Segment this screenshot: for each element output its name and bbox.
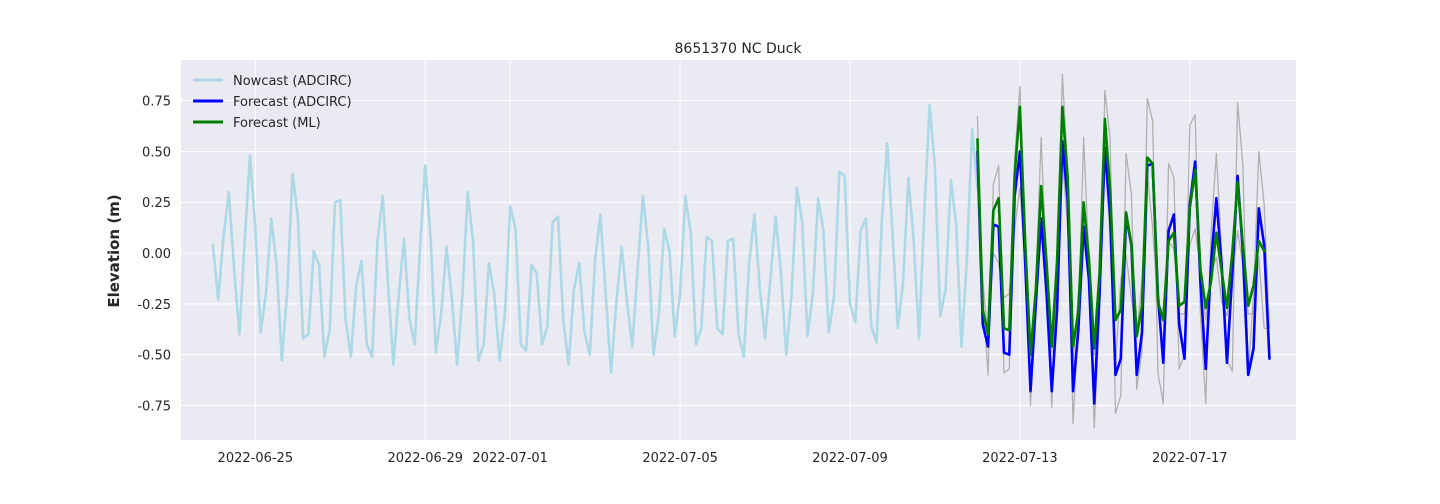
axis-layer: 2022-06-25 2022-06-29 2022-07-01 2022-07-05… xyxy=(137,95,1227,466)
series-line-nowcast-adcirc xyxy=(211,103,979,375)
y-axis-label: Elevation (m) xyxy=(105,194,123,307)
y-tick-label: -0.50 xyxy=(137,349,171,364)
x-tick-label: 2022-06-29 xyxy=(387,451,463,466)
y-tick-label: 0.00 xyxy=(142,247,171,262)
legend-label-nowcast: Nowcast (ADCIRC) xyxy=(233,74,352,89)
x-tick-label: 2022-07-17 xyxy=(1152,451,1228,466)
series-line-forecast-ml xyxy=(976,105,1266,356)
plot-area xyxy=(181,60,1296,440)
legend-label-forecast-adcirc: Forecast (ADCIRC) xyxy=(233,95,352,110)
y-tick-label: 0.25 xyxy=(142,196,171,211)
y-tick-label: 0.75 xyxy=(142,95,171,110)
x-tick-label: 2022-06-25 xyxy=(218,451,294,466)
x-tick-label: 2022-07-13 xyxy=(982,451,1058,466)
x-tick-label: 2022-07-01 xyxy=(472,451,548,466)
y-tick-label: 0.50 xyxy=(142,145,171,160)
legend: Nowcast (ADCIRC) Forecast (ADCIRC) Forec… xyxy=(193,74,352,131)
series-layer xyxy=(211,73,1271,429)
legend-label-forecast-ml: Forecast (ML) xyxy=(233,116,321,131)
y-tick-label: -0.25 xyxy=(137,298,171,313)
y-tick-label: -0.75 xyxy=(137,399,171,414)
x-tick-label: 2022-07-09 xyxy=(812,451,888,466)
x-tick-label: 2022-07-05 xyxy=(642,451,718,466)
chart-title: 8651370 NC Duck xyxy=(675,41,803,57)
